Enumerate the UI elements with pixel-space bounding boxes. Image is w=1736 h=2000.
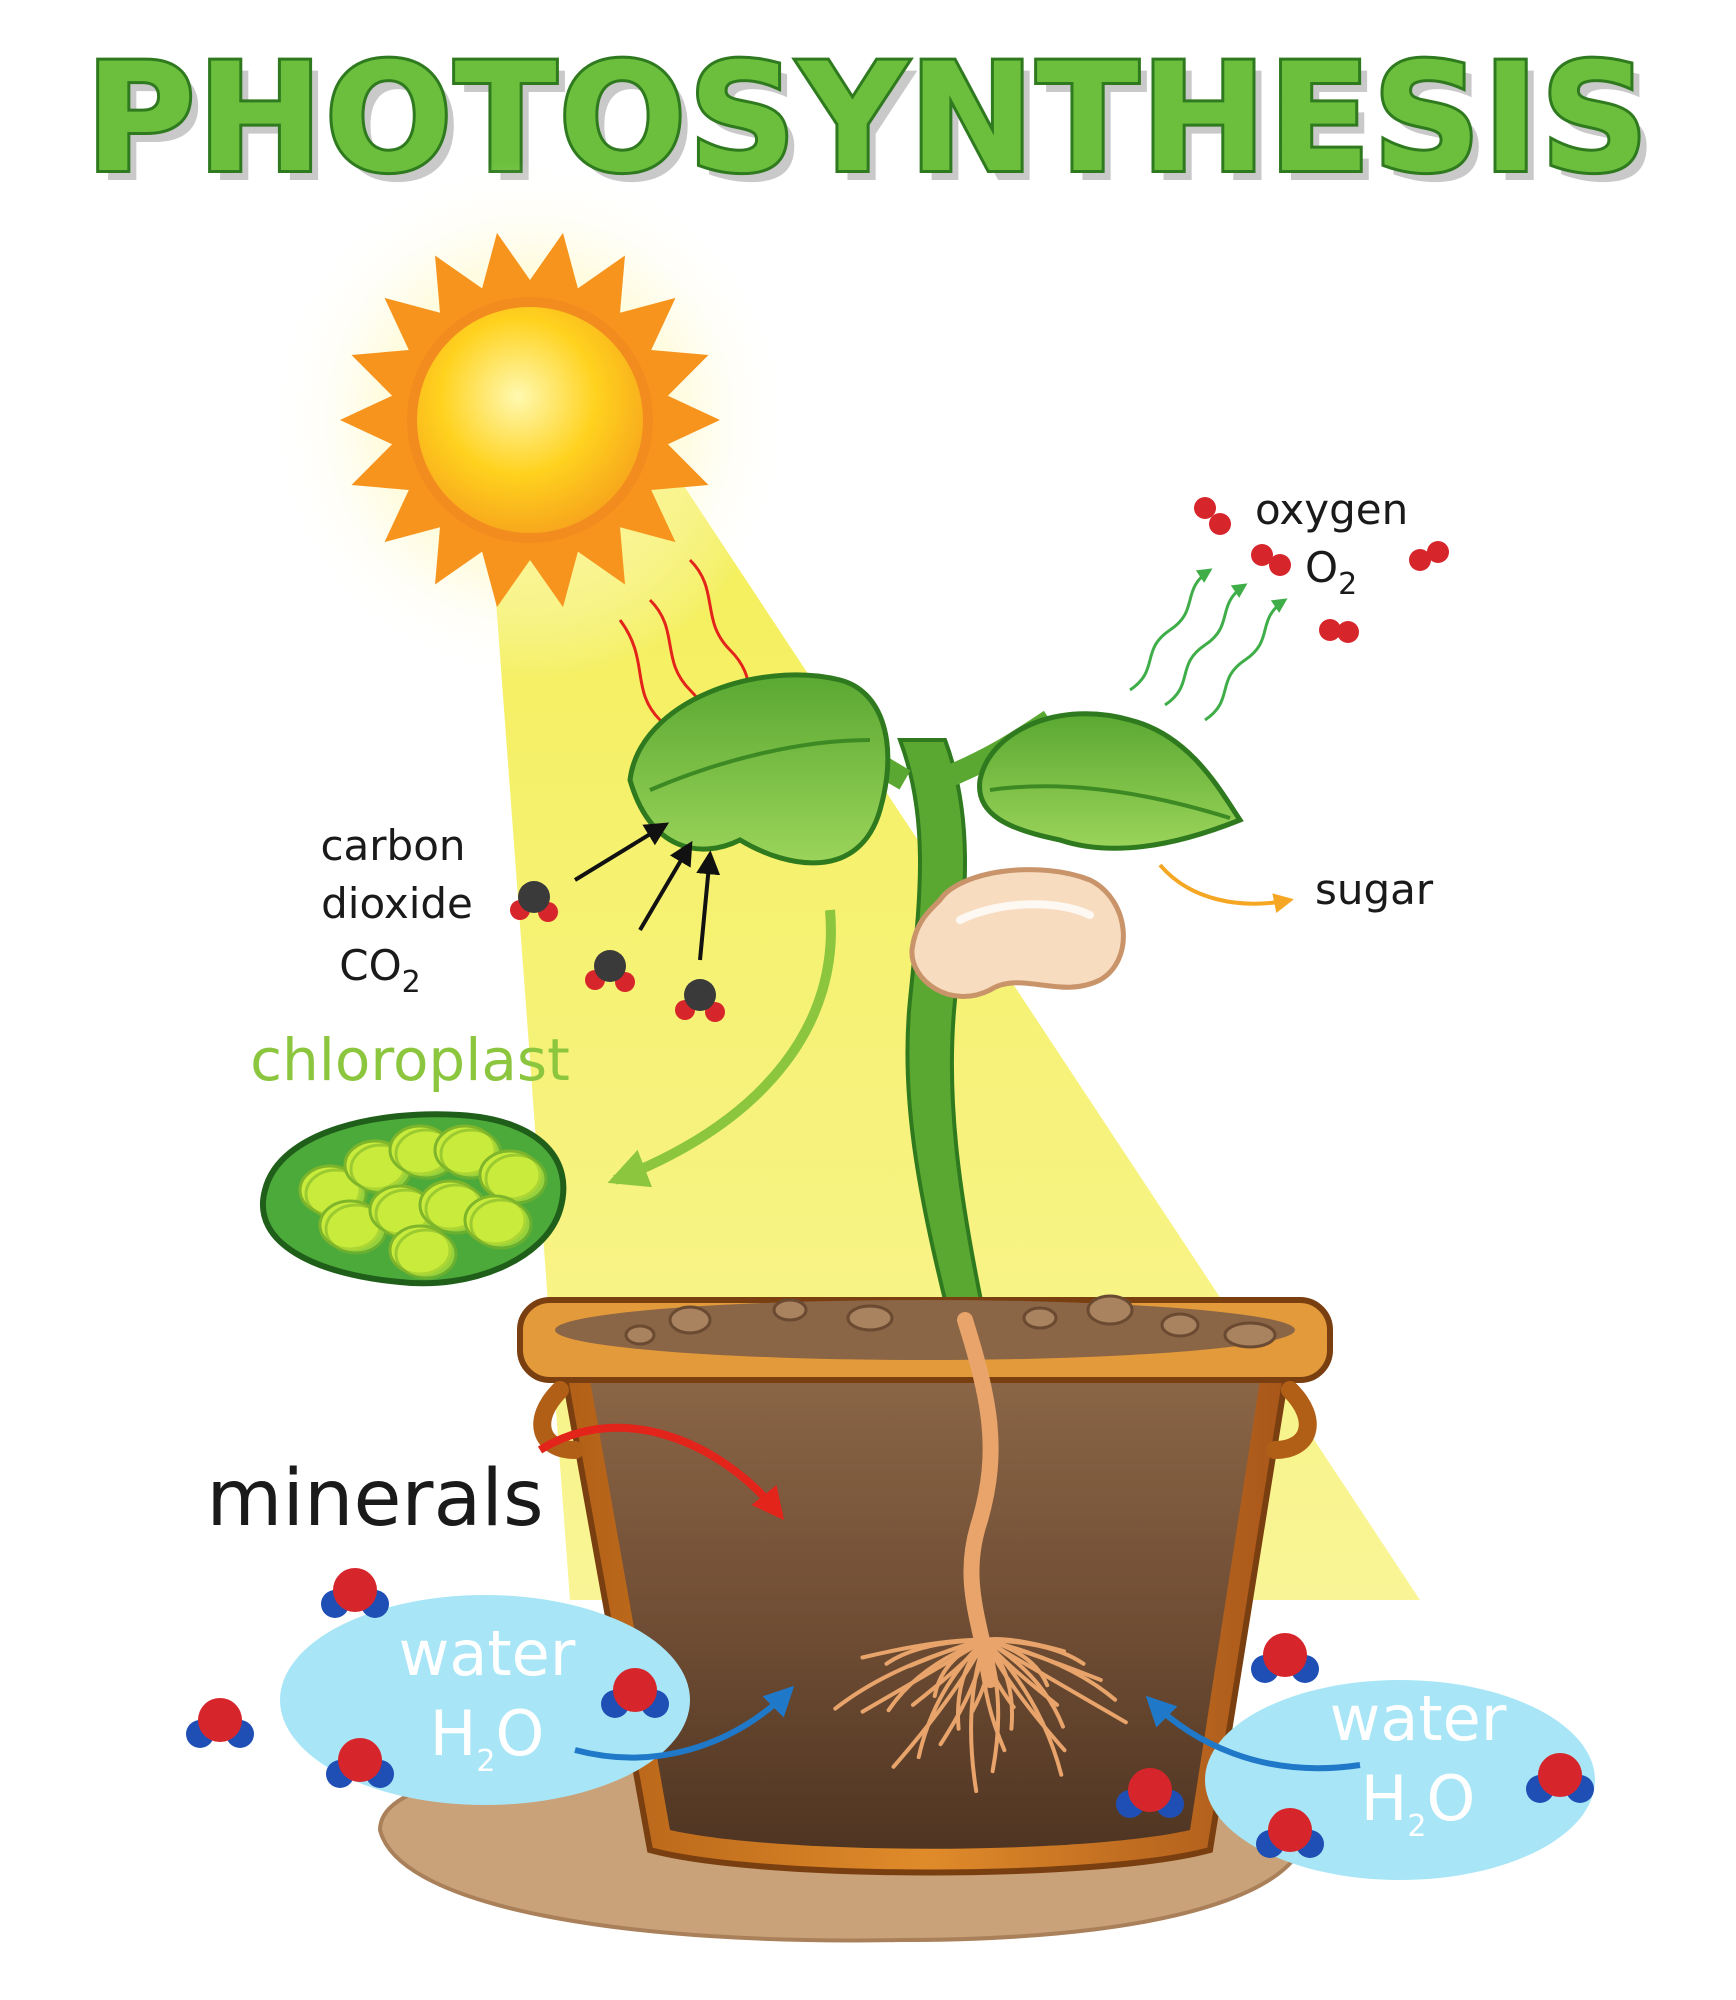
label-co2-main: CO [339, 941, 401, 990]
oxygen-molecules [1194, 497, 1449, 643]
page-title-shadow: PHOTOSYNTHESIS [94, 42, 1659, 216]
root-icon [833, 1312, 1128, 1793]
label-h2o-left-h: H [430, 1697, 477, 1770]
label-oxygen: oxygen [1255, 485, 1408, 534]
co2-arrows [573, 822, 721, 961]
sugar-arrow [1158, 863, 1294, 913]
water-arrow-right [1145, 1695, 1361, 1772]
water-arrow-left [574, 1685, 795, 1761]
label-h2o-right-sub: 2 [1407, 1809, 1426, 1844]
label-h2o-right-o: O [1426, 1762, 1475, 1835]
label-water-right: water [1330, 1682, 1507, 1755]
label-co2-sub: 2 [402, 965, 421, 1000]
label-o2: O2 [1305, 543, 1357, 602]
label-minerals: minerals [206, 1454, 543, 1544]
oxygen-arrows [1129, 568, 1288, 722]
page-title: PHOTOSYNTHESIS [85, 32, 1650, 206]
water-molecules [186, 1568, 1594, 1858]
minerals-arrow [537, 1423, 785, 1520]
label-o2-main: O [1305, 543, 1338, 592]
label-water-left: water [399, 1617, 576, 1690]
chloroplast-icon [260, 1111, 567, 1287]
label-chloroplast: chloroplast [250, 1026, 570, 1094]
label-h2o-right-h: H [1361, 1762, 1408, 1835]
label-h2o-left: H2O [430, 1697, 545, 1779]
co2-molecules [510, 881, 725, 1022]
label-h2o-left-o: O [495, 1697, 544, 1770]
label-sugar: sugar [1315, 865, 1434, 914]
title-group: PHOTOSYNTHESIS PHOTOSYNTHESIS [82, 29, 1659, 216]
label-h2o-left-sub: 2 [476, 1744, 495, 1779]
seed-icon [909, 867, 1126, 999]
label-co2: CO2 [339, 941, 420, 1000]
leaf-left-icon [627, 672, 891, 866]
label-h2o-right: H2O [1361, 1762, 1476, 1844]
leaf-right-icon [977, 711, 1244, 851]
label-dioxide: dioxide [321, 879, 473, 928]
label-o2-sub: 2 [1338, 567, 1357, 602]
label-carbon: carbon [320, 821, 465, 870]
chloroplast-arrow [607, 909, 836, 1188]
sun-icon [270, 160, 790, 680]
